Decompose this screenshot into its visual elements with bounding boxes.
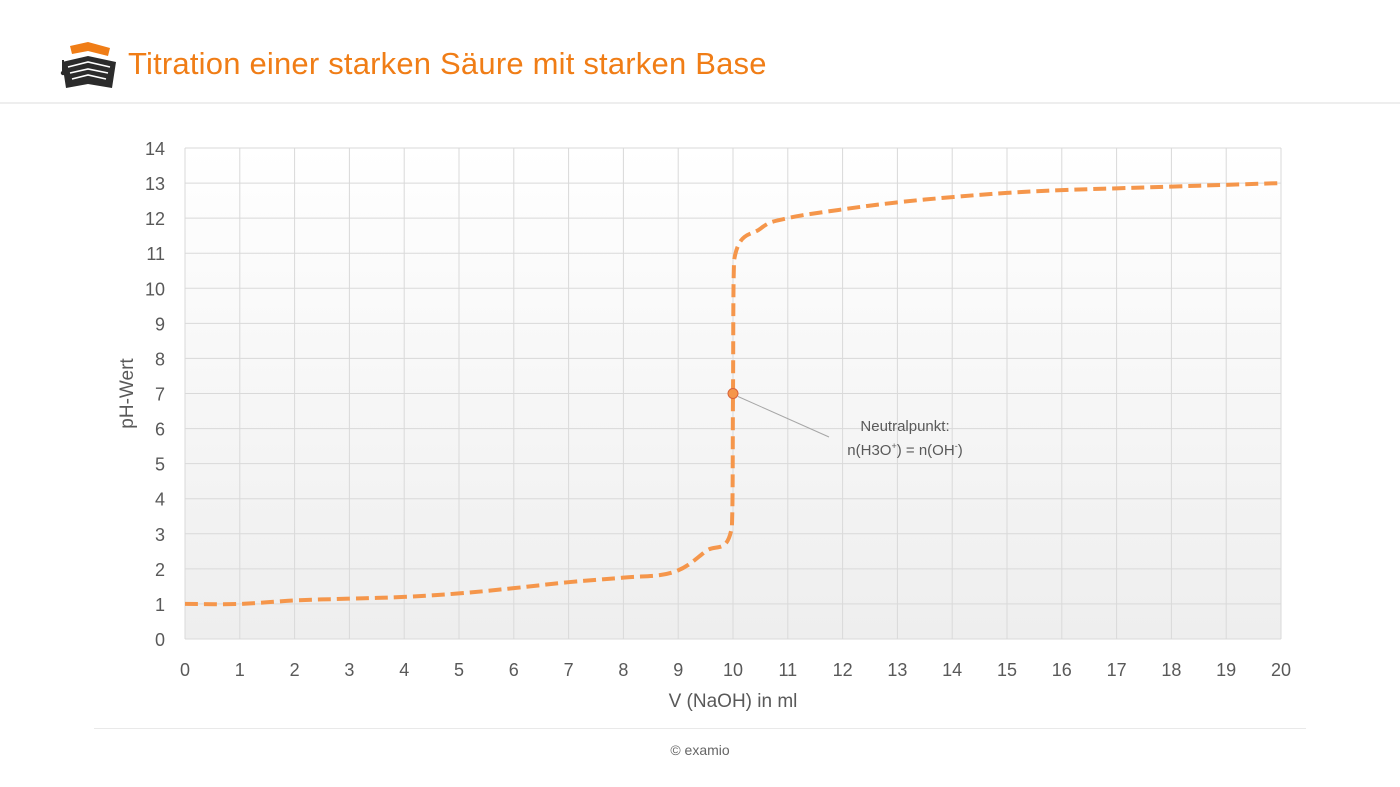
x-tick-label: 7 (564, 660, 574, 680)
graduation-cap-book-icon (60, 42, 116, 88)
x-axis-label: V (NaOH) in ml (669, 691, 798, 712)
y-tick-label: 3 (155, 525, 165, 545)
page-title: Titration einer starken Säure mit starke… (128, 46, 767, 81)
y-tick-label: 10 (145, 279, 165, 299)
y-tick-label: 4 (155, 490, 165, 510)
series-group (184, 181, 1282, 607)
y-tick-label: 7 (155, 385, 165, 405)
x-tick-label: 20 (1271, 660, 1291, 680)
x-tick-label: 2 (290, 660, 300, 680)
neutral-point-marker (727, 388, 739, 399)
x-tick-label: 14 (942, 660, 962, 680)
y-tick-label: 5 (155, 455, 165, 475)
x-tick-label: 12 (833, 660, 853, 680)
x-tick-label: 6 (509, 660, 519, 680)
annotation-label-line1: Neutralpunkt: (860, 418, 949, 435)
x-tick-labels: 0 1 2 3 4 5 6 7 8 9 10 11 12 13 14 15 16 17 18 19 20 (180, 660, 1291, 680)
y-tick-label: 2 (155, 560, 165, 580)
x-tick-label: 13 (887, 660, 907, 680)
x-tick-label: 4 (399, 660, 409, 680)
chart-container: 0 1 2 3 4 5 6 7 8 9 10 11 12 13 14 0 1 2 3 4 5 6 7 8 9 10 11 12 13 1… (0, 104, 1400, 728)
annotation-sup-plus: + (891, 441, 896, 451)
y-tick-label: 9 (155, 314, 165, 334)
y-tick-label: 14 (145, 139, 165, 159)
y-tick-label: 11 (146, 244, 165, 264)
annotation-sup-minus: - (955, 441, 958, 451)
x-tick-label: 16 (1052, 660, 1072, 680)
annotation-text-c: ) (958, 442, 963, 459)
y-tick-label: 13 (145, 174, 165, 194)
header: Titration einer starken Säure mit starke… (0, 0, 1400, 104)
annotation-leader-line (737, 396, 830, 438)
x-tick-label: 11 (778, 660, 797, 680)
annotation-text-a: n(H3O (847, 442, 891, 459)
x-tick-label: 9 (673, 660, 683, 680)
footer-divider (94, 728, 1306, 729)
x-tick-label: 10 (723, 660, 743, 680)
x-tick-label: 0 (180, 660, 190, 680)
y-tick-label: 6 (155, 420, 165, 440)
y-tick-label: 12 (145, 209, 165, 229)
x-tick-label: 17 (1107, 660, 1127, 680)
x-tick-label: 1 (235, 660, 245, 680)
x-tick-label: 3 (344, 660, 354, 680)
y-axis-label: pH-Wert (117, 358, 138, 429)
x-tick-label: 18 (1161, 660, 1181, 680)
copyright-text: © examio (670, 742, 730, 758)
y-tick-label: 0 (155, 630, 165, 650)
annotation-text-b: ) = n(OH (897, 442, 955, 459)
x-tick-label: 19 (1216, 660, 1236, 680)
x-tick-label: 15 (997, 660, 1017, 680)
x-tick-label: 5 (454, 660, 464, 680)
annotation-group: Neutralpunkt: n(H3O+) = n(OH-) (737, 396, 963, 459)
series-line (184, 181, 1282, 607)
annotation-label-line2: n(H3O+) = n(OH-) (847, 441, 962, 459)
x-tick-label: 8 (618, 660, 628, 680)
y-tick-label: 8 (155, 349, 165, 369)
y-tick-label: 1 (155, 595, 165, 615)
